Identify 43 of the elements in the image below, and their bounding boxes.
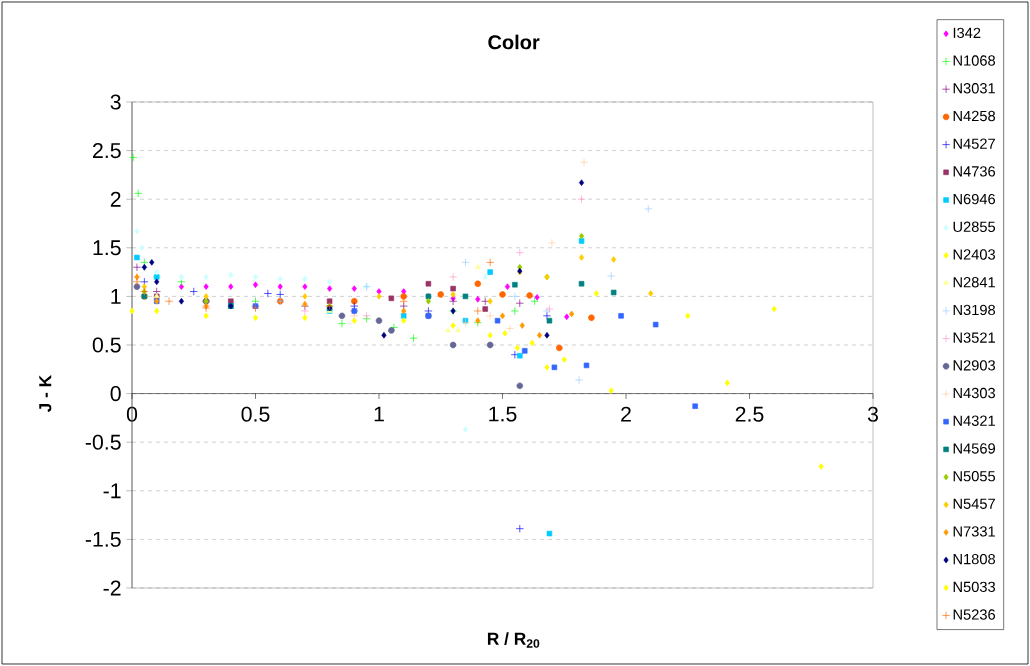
y-tick-label: 0.5	[92, 337, 121, 353]
x-tick-label: 2.5	[735, 406, 764, 422]
y-tick-label: 1	[111, 289, 121, 304]
legend-label: N4527	[953, 138, 995, 149]
y-axis-title: J - K	[39, 374, 52, 413]
y-tick-label: 1.5	[93, 240, 121, 256]
legend-label: N2403	[953, 249, 996, 260]
y-tick-label: 2.5	[93, 143, 121, 159]
y-tick-label: -1	[103, 483, 121, 499]
chart-title: Color	[488, 34, 540, 50]
legend-label: N5457	[953, 498, 995, 509]
x-tick-label: 3	[867, 406, 878, 422]
legend-label: N4258	[953, 110, 996, 122]
legend-label: N7331	[953, 526, 995, 537]
y-tick-label: -1.5	[85, 531, 121, 547]
y-tick-label: 3	[110, 94, 121, 110]
y-tick-label: 2	[110, 191, 121, 207]
legend-label: N1808	[953, 553, 996, 565]
legend-label: U2855	[953, 221, 996, 232]
legend-label: N5055	[953, 470, 996, 482]
legend-label: N3521	[953, 332, 995, 343]
x-tick-label: 2	[621, 406, 631, 422]
legend-label: N1068	[953, 55, 996, 66]
y-tick-label: 0	[110, 386, 121, 402]
legend-label: N2841	[953, 277, 995, 288]
legend-label: N3031	[953, 83, 995, 94]
x-tick-label: 1	[374, 406, 384, 422]
x-tick-label: 1.5	[489, 406, 517, 422]
x-tick-label: 0	[126, 406, 138, 422]
legend-label: N5236	[953, 609, 996, 620]
y-tick-label: -2	[103, 580, 121, 596]
legend-label: N4321	[953, 415, 995, 426]
legend-label: N4569	[953, 443, 995, 454]
legend-label: N4303	[953, 387, 996, 399]
y-tick-label: -0.5	[85, 434, 121, 450]
legend-label: N4736	[953, 166, 996, 177]
x-axis-title: R / R$_{20}$	[487, 632, 540, 648]
legend-label: I342	[953, 27, 981, 39]
legend-label: N6946	[953, 193, 996, 205]
legend-label: N5033	[953, 581, 996, 593]
legend-label: N3198	[953, 304, 996, 316]
x-tick-label: 0.5	[241, 406, 270, 422]
legend-label: N2903	[953, 360, 996, 371]
